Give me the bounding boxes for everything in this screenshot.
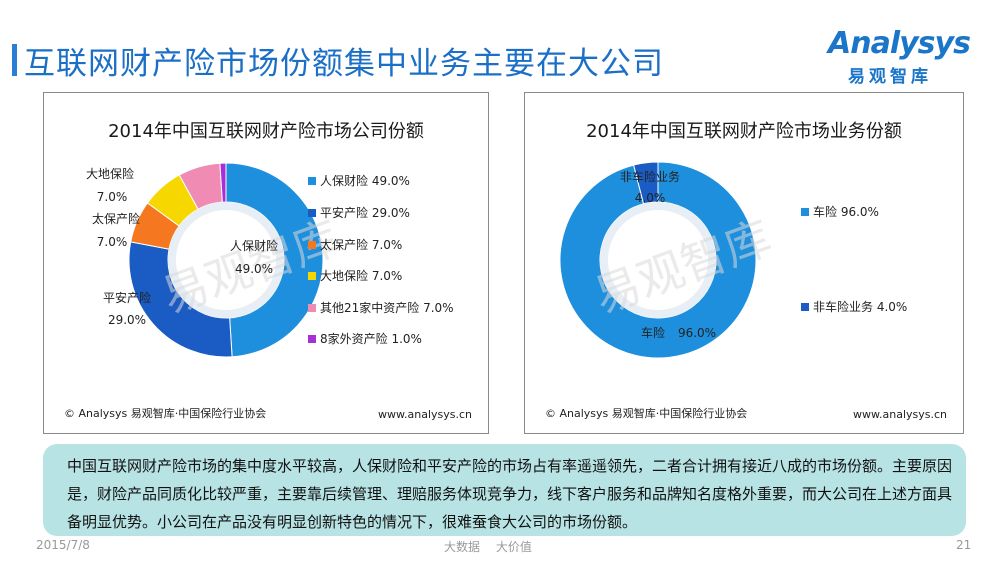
chart0-legend-label-1: 平安产险 29.0% (320, 205, 410, 220)
chart0-slice-value-0: 49.0% (235, 262, 273, 276)
chart1-slice-value-1: 4.0% (635, 191, 666, 205)
footer-date: 2015/7/8 (36, 538, 90, 552)
chart0-slice-label-0: 人保财险 (230, 238, 278, 253)
analysys-logo: Analysys 易观智库 (828, 26, 978, 87)
business-share-panel: 2014年中国互联网财产险市场业务份额 易观智库 车险 96.0% 非车险业务 4.0%… (524, 92, 964, 434)
footer-slogan-right: 大价值 (495, 540, 532, 554)
summary-box: 中国互联网财产险市场的集中度水平较高，人保财险和平安产险的市场占有率遥遥领先，二… (43, 444, 966, 536)
business-share-source: © Analysys 易观智库·中国保险行业协会 (545, 407, 748, 420)
page-title: 互联网财产险市场份额集中业务主要在大公司 (24, 46, 664, 82)
title-accent-bar (12, 44, 17, 76)
company-share-donut-chart: 易观智库人保财险49.0%平安产险29.0%太保产险7.0%大地保险7.0%人保… (86, 162, 454, 358)
chart0-legend-label-2: 太保产险 7.0% (320, 237, 402, 252)
chart0-legend-swatch-2 (308, 241, 316, 249)
company-share-panel: 2014年中国互联网财产险市场公司份额 易观智库 人保财险 49.0% 平安产险 29.… (43, 92, 489, 434)
chart0-inner-ring (168, 202, 284, 318)
chart0-slice-label-1: 平安产险 (103, 290, 151, 305)
chart1-inner-ring (600, 202, 716, 318)
company-share-chart-title: 2014年中国互联网财产险市场公司份额 (108, 121, 424, 142)
footer-slogan-left: 大数据 (444, 540, 481, 554)
chart0-legend-swatch-0 (308, 177, 316, 185)
chart0-legend-swatch-4 (308, 304, 316, 312)
chart1-slice-value-0: 96.0% (678, 326, 716, 340)
chart0-legend-swatch-3 (308, 272, 316, 280)
business-share-site: www.analysys.cn (853, 408, 947, 421)
chart0-slice-label-2: 太保产险 (92, 211, 140, 226)
chart1-slice-label-0: 车险 (641, 325, 665, 340)
company-share-source: © Analysys 易观智库·中国保险行业协会 (64, 407, 267, 420)
chart0-slice-0 (225, 162, 324, 358)
logo-word: Analysys (828, 26, 971, 61)
logo-subtitle: 易观智库 (848, 67, 932, 87)
chart0-legend-swatch-5 (308, 335, 316, 343)
chart0-slice-label-3: 大地保险 (86, 166, 134, 181)
chart0-slice-value-3: 7.0% (97, 190, 128, 204)
chart1-legend-swatch-0 (801, 208, 809, 216)
chart0-legend-label-3: 大地保险 7.0% (320, 268, 402, 283)
chart0-legend-swatch-1 (308, 209, 316, 217)
footer-slogan: 大数据 大价值 (444, 538, 532, 555)
chart0-slice-value-1: 29.0% (108, 313, 146, 327)
company-share-site: www.analysys.cn (378, 408, 472, 421)
chart1-slice-label-1: 非车险业务 (620, 169, 680, 184)
chart0-legend-label-0: 人保财险 49.0% (320, 173, 410, 188)
chart1-legend-label-0: 车险 96.0% (813, 204, 879, 219)
business-share-chart-title: 2014年中国互联网财产险市场业务份额 (586, 121, 902, 142)
footer-page-number: 21 (956, 538, 972, 552)
chart1-legend-swatch-1 (801, 303, 809, 311)
chart0-legend-label-4: 其他21家中资产险 7.0% (320, 300, 454, 315)
chart0-legend-label-5: 8家外资产险 1.0% (320, 331, 422, 346)
chart1-legend-label-1: 非车险业务 4.0% (813, 299, 907, 314)
chart0-slice-value-2: 7.0% (97, 235, 128, 249)
